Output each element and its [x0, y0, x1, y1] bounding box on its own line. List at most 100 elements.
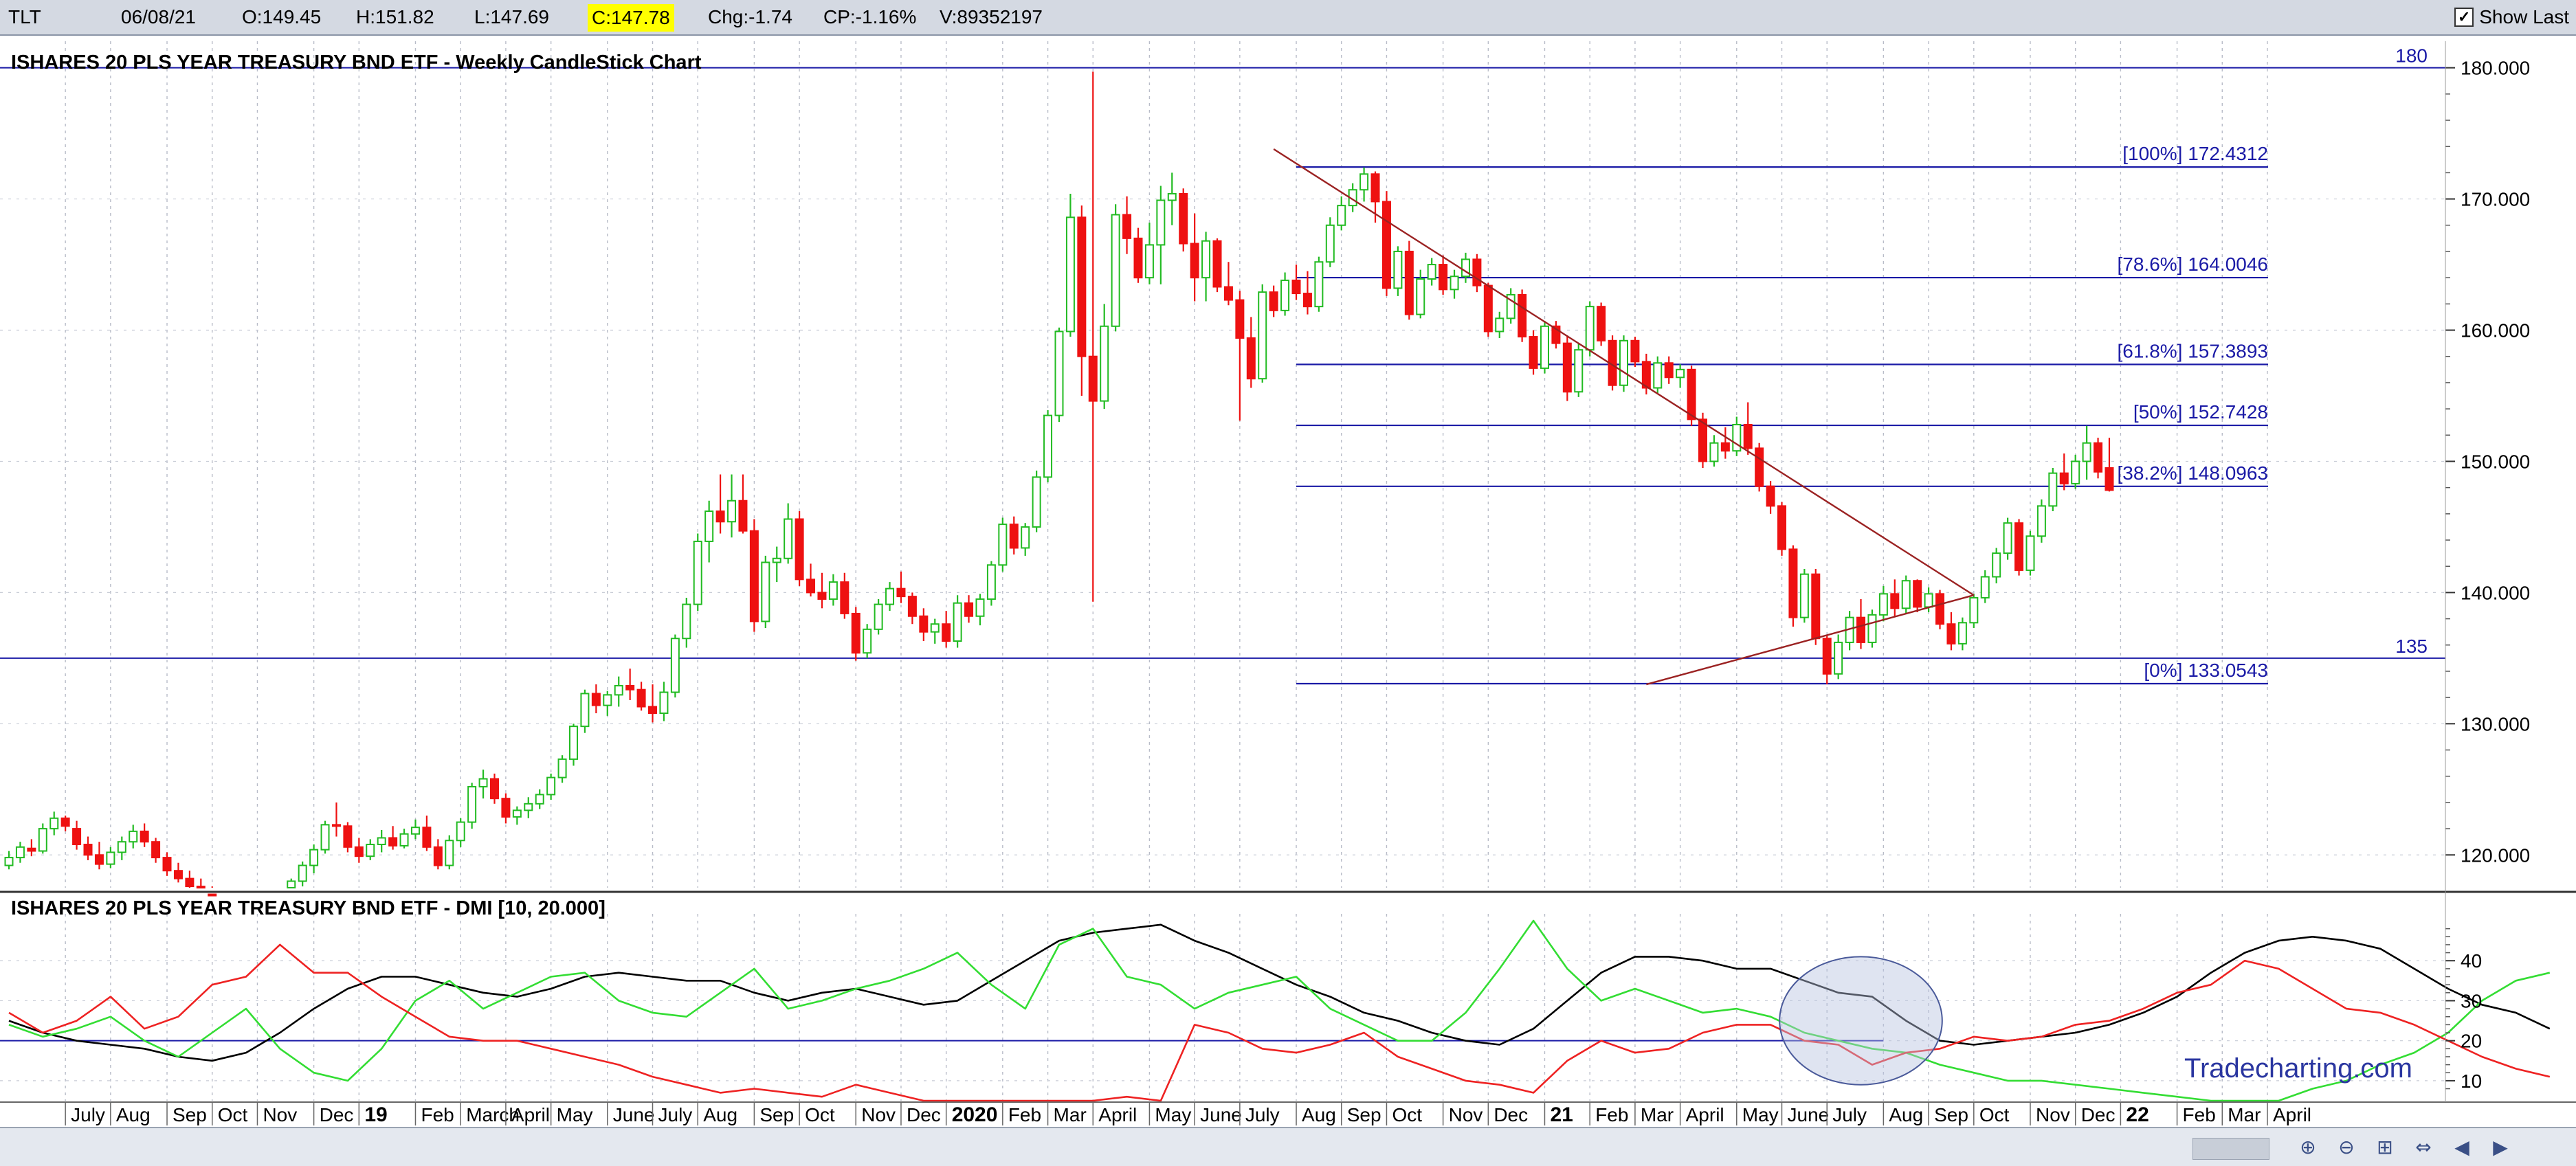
candle-down — [1179, 192, 1188, 245]
dmi-grid — [0, 914, 2445, 1101]
candle-up — [1709, 442, 1719, 462]
candle-up — [410, 827, 420, 835]
checkbox-icon[interactable]: ✓ — [2454, 8, 2474, 27]
candle-up — [1032, 476, 1041, 528]
candle-up — [772, 557, 781, 563]
candle-up — [682, 603, 691, 640]
candle-down — [1381, 201, 1391, 289]
candle-up — [445, 840, 454, 866]
candle-down — [83, 843, 93, 856]
expand-icon[interactable]: ⇔ — [2415, 1136, 2432, 1158]
candle-down — [489, 778, 499, 800]
candle-up — [15, 846, 25, 859]
candle-up — [320, 824, 330, 851]
zoom-reset-icon[interactable]: ⊞ — [2377, 1136, 2393, 1158]
candle-down — [1562, 342, 1572, 393]
candle-up — [670, 638, 680, 693]
price-tick-label: 170.000 — [2461, 189, 2530, 210]
month-label: Feb — [2183, 1104, 2216, 1125]
show-last-toggle[interactable]: ✓ Show Last — [2454, 3, 2569, 32]
candle-up — [1167, 192, 1177, 201]
candle-up — [1427, 264, 1436, 280]
month-label: July — [1832, 1104, 1867, 1125]
candle-up — [535, 794, 544, 805]
month-label: July — [71, 1104, 105, 1125]
fibonacci-label: [0%] 133.0543 — [2144, 660, 2268, 681]
scroll-right-icon[interactable]: ▶ — [2493, 1136, 2508, 1158]
candle-down — [501, 798, 511, 818]
candle-down — [1811, 573, 1821, 640]
month-label: April — [1098, 1104, 1137, 1125]
candle-down — [27, 847, 36, 852]
candle-down — [1223, 286, 1233, 301]
candle-down — [173, 870, 183, 879]
dmi-series — [8, 919, 2551, 1102]
quote-bar: TLT 06/08/21 O:149.45 H:151.82 L:147.69 … — [0, 0, 2576, 36]
watermark: Tradecharting.com — [2184, 1053, 2412, 1084]
candle-down — [715, 511, 725, 523]
candle-down — [2059, 472, 2069, 484]
zoom-in-icon[interactable]: ⊕ — [2300, 1136, 2316, 1158]
candle-down — [591, 693, 601, 706]
candle-down — [851, 612, 860, 654]
month-label: Oct — [218, 1104, 248, 1125]
candle-down — [2094, 442, 2103, 473]
month-label: Mar — [2228, 1104, 2261, 1125]
year-label: 22 — [2126, 1103, 2148, 1126]
candle-down — [964, 602, 974, 617]
candle-up — [1969, 597, 1979, 624]
zoom-out-icon[interactable]: ⊖ — [2338, 1136, 2355, 1158]
price-tick-label: 120.000 — [2461, 844, 2530, 866]
candle-up — [1540, 325, 1549, 369]
volume-value: V:89352197 — [940, 6, 1043, 27]
candle-down — [1483, 284, 1493, 333]
candle-up — [478, 778, 488, 787]
candle-down — [162, 857, 172, 872]
candle-down — [422, 827, 432, 848]
candle-up — [4, 857, 14, 866]
candle-down — [1766, 485, 1775, 507]
show-last-label: Show Last — [2479, 6, 2569, 27]
dmi-tick-label: 10 — [2461, 1070, 2482, 1092]
candle-down — [1664, 362, 1674, 379]
scroll-bar[interactable]: ⊕ ⊖ ⊞ ⇔ ◀ ▶ — [0, 1127, 2576, 1166]
candle-up — [2082, 442, 2091, 462]
month-label: Oct — [805, 1104, 835, 1125]
candle-up — [1799, 573, 1809, 618]
month-label: June — [1788, 1104, 1830, 1125]
candlestick-series — [4, 71, 2114, 897]
candle-up — [524, 803, 533, 811]
candle-up — [49, 817, 59, 830]
candle-down — [1190, 243, 1199, 279]
scroll-thumb[interactable] — [2192, 1138, 2269, 1160]
scroll-left-icon[interactable]: ◀ — [2454, 1136, 2469, 1158]
candle-up — [377, 837, 386, 845]
candle-up — [828, 581, 838, 600]
candle-down — [1720, 442, 1730, 452]
candle-up — [885, 587, 895, 605]
candle-up — [1957, 622, 1967, 644]
candle-down — [840, 581, 850, 614]
change-pct-value: CP:-1.16% — [823, 6, 917, 27]
month-label: Sep — [759, 1104, 794, 1125]
symbol-label: TLT — [8, 6, 41, 27]
candle-up — [1416, 278, 1425, 315]
candle-up — [693, 540, 702, 605]
chart-area[interactable]: 180 135 [100%] 172.4312 [78.6%] 164.0046 [6… — [0, 36, 2576, 1127]
month-label: May — [557, 1104, 593, 1125]
candle-up — [1325, 224, 1335, 263]
candle-down — [648, 706, 658, 715]
month-label: Sep — [173, 1104, 207, 1125]
adx-line — [8, 923, 2551, 1062]
candle-down — [636, 688, 646, 708]
candle-up — [1732, 423, 1742, 452]
candle-up — [1574, 349, 1584, 393]
candle-up — [1834, 641, 1843, 675]
candle-down — [151, 841, 161, 859]
candle-down — [196, 886, 206, 889]
candle-up — [1393, 250, 1403, 289]
candle-up — [1359, 173, 1369, 191]
month-label: Oct — [1392, 1104, 1422, 1125]
candle-down — [1439, 264, 1448, 291]
candle-down — [1235, 299, 1245, 339]
